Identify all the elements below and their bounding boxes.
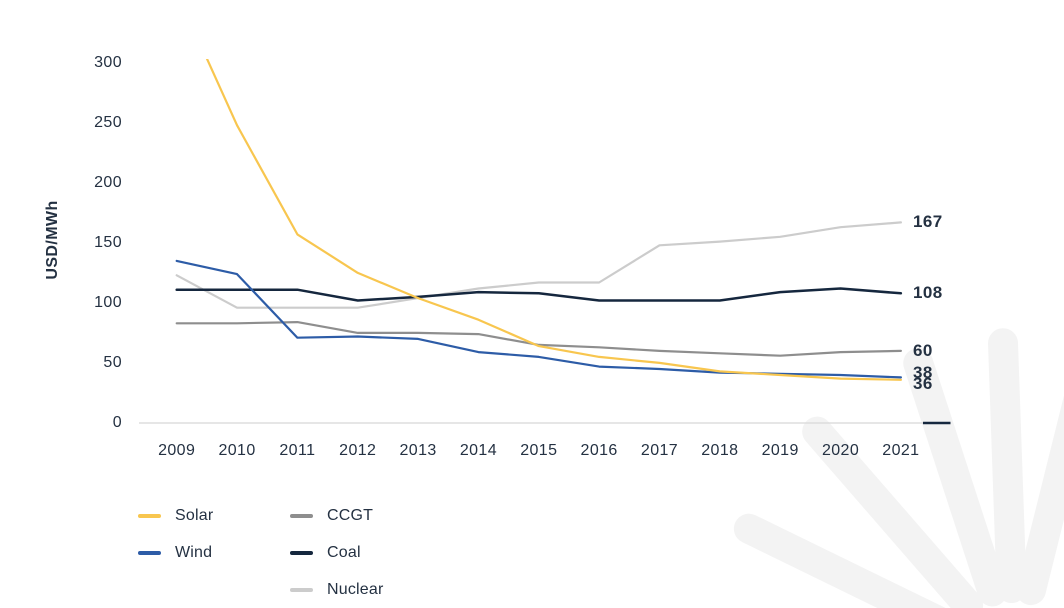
y-tick-label-200: 200 [94,173,122,191]
end-label-coal: 108 [913,283,943,303]
x-tick-label-2011: 2011 [279,442,316,459]
legend-label-ccgt: CCGT [327,506,374,524]
legend-label-solar: Solar [175,506,214,524]
end-label-wind: 38 [913,362,933,382]
series-line-ccgt [175,321,903,357]
end-label-nuclear: 167 [913,212,943,232]
y-axis-title: USD/MWh [44,200,61,280]
x-tick-label-2017: 2017 [640,442,679,459]
legend-item-ccgt: CCGT [290,507,384,524]
x-tick-label-2018: 2018 [701,442,739,459]
legend-label-nuclear: Nuclear [327,580,384,598]
legend-swatch-ccgt [290,513,313,518]
sunburst-ray-1 [988,328,1027,604]
legend-label-wind: Wind [175,543,213,561]
legend-item-wind: Wind [138,544,213,561]
end-label-ccgt: 60 [913,340,933,360]
y-tick-label-150: 150 [94,233,122,251]
legend-item-nuclear: Nuclear [290,581,384,598]
legend-swatch-solar [138,513,161,518]
y-tick-label-50: 50 [103,353,122,371]
x-tick-label-2010: 2010 [218,442,256,459]
legend-item-solar: Solar [138,507,213,524]
y-tick-label-100: 100 [94,293,122,311]
x-tick-label-2016: 2016 [580,442,618,459]
x-tick-label-2019: 2019 [761,442,799,459]
end-label-solar: 36 [913,374,933,394]
x-tick-label-2009: 2009 [158,442,196,459]
series-line-nuclear [175,221,903,309]
x-tick-label-2015: 2015 [520,442,558,459]
sunburst-ray-4 [802,416,984,608]
sunburst-ray-5 [733,513,946,608]
series-line-coal [175,287,903,302]
series-lines [175,59,903,381]
x-tick-label-2020: 2020 [821,442,860,459]
legend-swatch-coal [290,550,313,555]
x-tick-label-2021: 2021 [882,442,920,459]
sunburst-ray-2 [1015,395,1064,606]
legend-column-1: Solar Wind [138,507,213,561]
legend-column-2: CCGT Coal Nuclear [290,507,384,598]
legend-swatch-nuclear [290,587,313,592]
legend-swatch-wind [138,550,161,555]
y-tick-label-300: 300 [94,53,122,71]
y-tick-label-0: 0 [112,414,122,431]
legend-label-coal: Coal [327,543,361,561]
series-line-wind [175,259,903,379]
legend-item-coal: Coal [290,544,384,561]
y-tick-label-250: 250 [94,113,122,131]
series-line-solar [205,59,903,381]
x-tick-label-2012: 2012 [339,442,377,459]
sunburst-ray-3 [903,348,1008,607]
x-tick-label-2014: 2014 [459,442,498,459]
x-tick-label-2013: 2013 [399,442,437,459]
